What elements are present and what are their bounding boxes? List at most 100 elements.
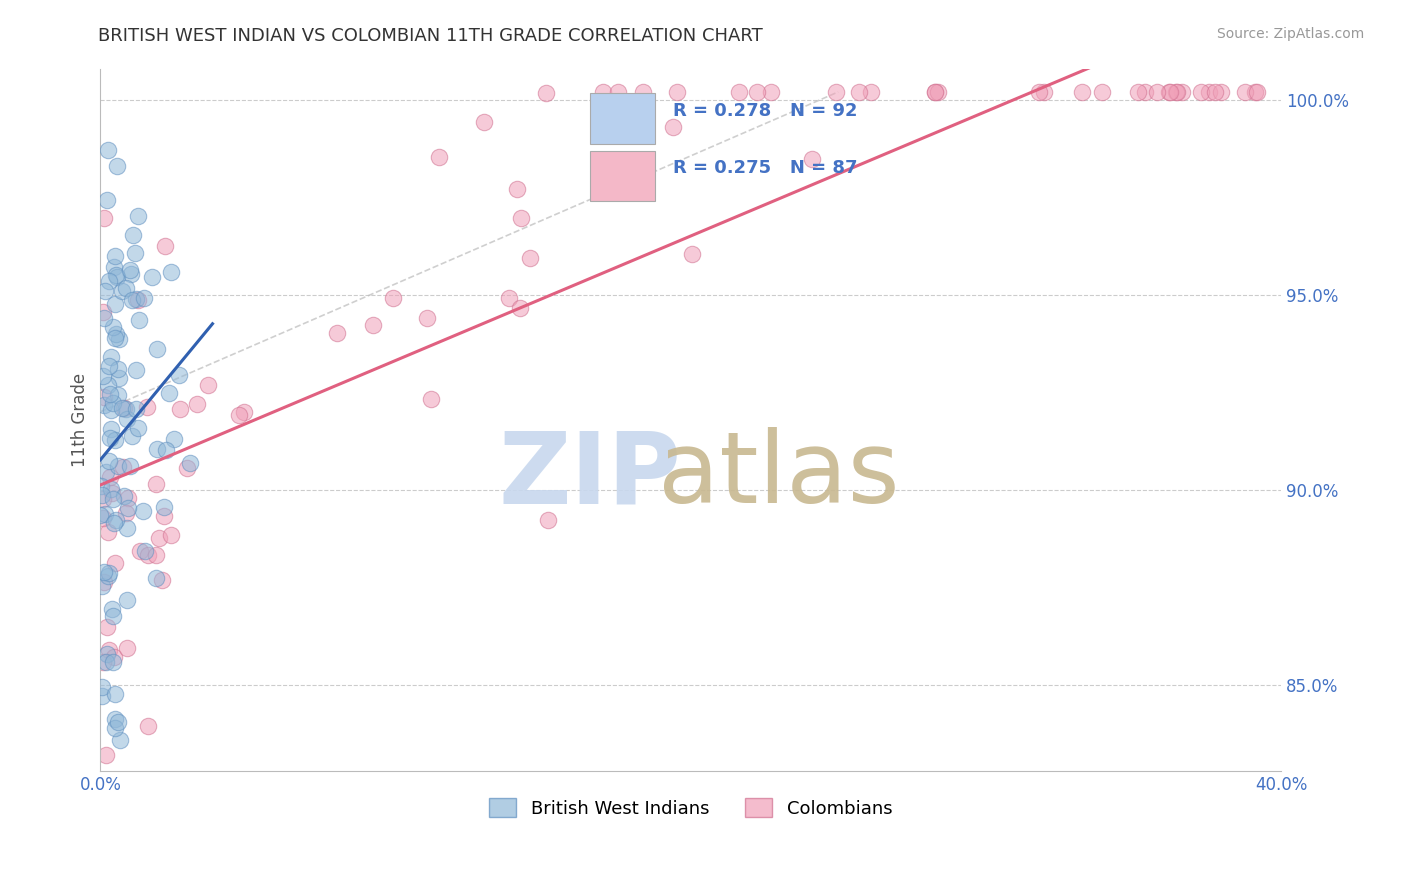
- Point: [148, 532, 170, 546]
- Point: [105, 269, 128, 284]
- Point: [100, 403, 122, 417]
- Point: [1071, 85, 1094, 99]
- Point: [97, 143, 120, 157]
- Point: [118, 458, 141, 473]
- Point: [228, 408, 250, 422]
- Point: [90, 479, 112, 493]
- Point: [1146, 85, 1168, 99]
- Point: [101, 492, 124, 507]
- Point: [1128, 85, 1150, 99]
- Point: [98, 359, 121, 373]
- Text: R = 0.275   N = 87: R = 0.275 N = 87: [673, 160, 858, 178]
- Y-axis label: 11th Grade: 11th Grade: [72, 373, 89, 467]
- Point: [101, 609, 124, 624]
- Point: [681, 247, 703, 261]
- Point: [233, 405, 256, 419]
- Point: [1091, 85, 1114, 99]
- Point: [114, 281, 136, 295]
- Point: [100, 422, 122, 436]
- Point: [91, 689, 114, 703]
- Point: [145, 548, 167, 562]
- Point: [325, 326, 347, 341]
- Point: [1198, 85, 1220, 99]
- Point: [163, 432, 186, 446]
- Point: [101, 655, 124, 669]
- Point: [105, 513, 128, 527]
- Point: [115, 640, 138, 655]
- Point: [93, 284, 115, 298]
- Point: [427, 150, 450, 164]
- Point: [1166, 85, 1188, 99]
- Point: [91, 579, 114, 593]
- Point: [115, 402, 138, 417]
- Point: [115, 592, 138, 607]
- Point: [96, 648, 118, 662]
- Point: [537, 513, 560, 527]
- Point: [117, 491, 139, 505]
- Point: [127, 293, 149, 308]
- Point: [128, 313, 150, 327]
- Point: [146, 442, 169, 456]
- Point: [98, 566, 121, 581]
- Point: [97, 378, 120, 392]
- Point: [94, 507, 117, 521]
- Point: [112, 460, 135, 475]
- Point: [145, 571, 167, 585]
- Point: [91, 492, 114, 507]
- Point: [1209, 85, 1232, 99]
- Point: [108, 332, 131, 346]
- Point: [665, 85, 688, 99]
- Point: [112, 489, 135, 503]
- Text: atlas: atlas: [658, 427, 900, 524]
- Point: [97, 525, 120, 540]
- Point: [186, 397, 208, 411]
- Point: [1157, 85, 1180, 99]
- Point: [179, 456, 201, 470]
- Point: [1164, 85, 1187, 99]
- Point: [129, 544, 152, 558]
- Bar: [591, 93, 655, 144]
- Point: [136, 400, 159, 414]
- Point: [1033, 85, 1056, 99]
- Text: BRITISH WEST INDIAN VS COLOMBIAN 11TH GRADE CORRELATION CHART: BRITISH WEST INDIAN VS COLOMBIAN 11TH GR…: [98, 27, 763, 45]
- Point: [132, 503, 155, 517]
- Point: [103, 297, 125, 311]
- Point: [90, 488, 112, 502]
- Text: R = 0.278   N = 92: R = 0.278 N = 92: [673, 102, 858, 120]
- Point: [506, 182, 529, 196]
- Point: [124, 245, 146, 260]
- Point: [745, 85, 768, 99]
- Point: [96, 620, 118, 634]
- Point: [1028, 85, 1050, 99]
- Point: [1191, 85, 1213, 99]
- Point: [98, 387, 121, 401]
- Point: [169, 368, 191, 382]
- Point: [472, 115, 495, 129]
- Point: [97, 569, 120, 583]
- Point: [100, 482, 122, 496]
- Point: [136, 719, 159, 733]
- Point: [93, 398, 115, 412]
- Point: [107, 371, 129, 385]
- Point: [91, 680, 114, 694]
- Point: [91, 369, 114, 384]
- Point: [860, 85, 883, 99]
- Point: [110, 733, 132, 747]
- Point: [93, 566, 115, 580]
- Point: [100, 601, 122, 615]
- Point: [104, 687, 127, 701]
- Point: [382, 291, 405, 305]
- Point: [125, 401, 148, 416]
- Point: [1233, 85, 1256, 99]
- Point: [125, 292, 148, 306]
- Point: [114, 506, 136, 520]
- Point: [107, 714, 129, 729]
- Point: [510, 211, 533, 225]
- Point: [121, 429, 143, 443]
- Point: [91, 655, 114, 669]
- Point: [122, 228, 145, 243]
- Point: [607, 85, 630, 99]
- Point: [107, 458, 129, 473]
- Point: [759, 85, 782, 99]
- Point: [104, 249, 127, 263]
